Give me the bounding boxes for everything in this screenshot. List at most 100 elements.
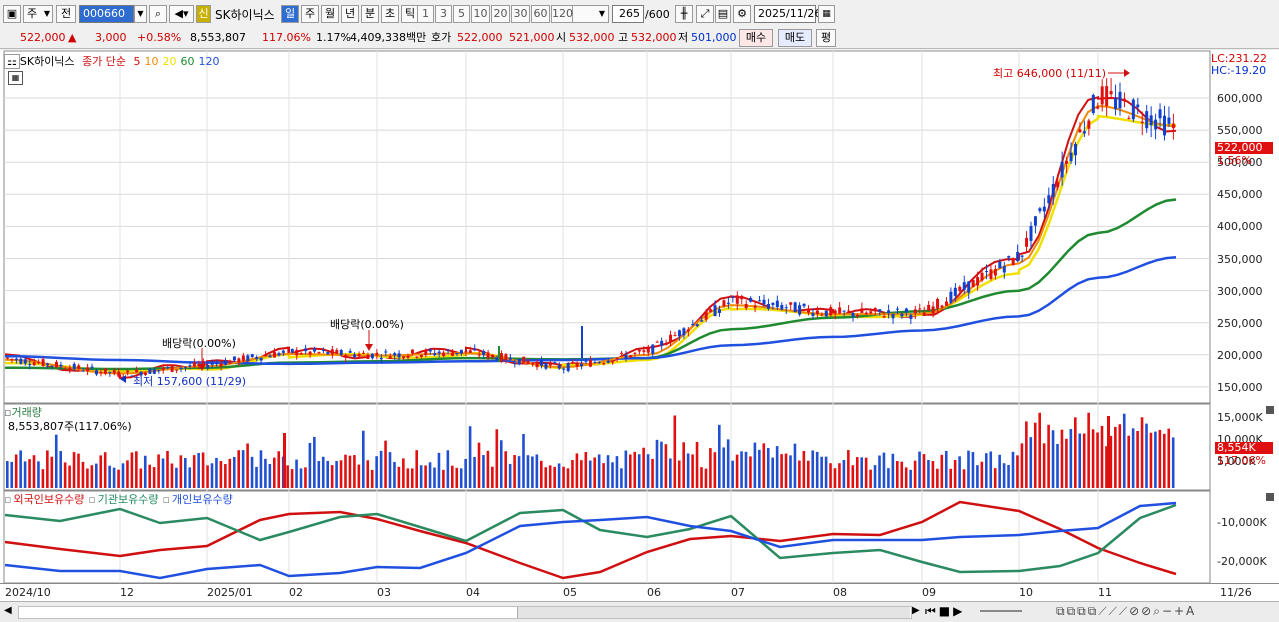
volume-bar — [1114, 426, 1117, 488]
candle-body — [1127, 117, 1131, 119]
volume-bar — [695, 441, 699, 488]
candle-icon[interactable]: ╫ — [675, 5, 693, 23]
grid-toggle-icon[interactable]: ▦ — [8, 71, 23, 85]
chevron-down-icon[interactable]: ▼ — [134, 5, 147, 23]
volume-bar — [976, 465, 979, 488]
volume-bar — [887, 468, 890, 488]
candle-body — [824, 310, 828, 317]
volume-bar — [913, 460, 917, 488]
period-button-6[interactable]: 초 — [381, 5, 399, 23]
candle-body — [593, 362, 597, 364]
volume-bar — [241, 450, 245, 488]
interval-button-1[interactable]: 1 — [417, 5, 434, 23]
candle-body — [820, 314, 824, 316]
candle-body — [642, 350, 646, 352]
volume-bar — [780, 454, 783, 488]
candle-body — [59, 364, 63, 367]
volume-bar — [179, 455, 183, 488]
pane-icon: ▫ — [4, 493, 12, 506]
x-axis-label: 03 — [377, 586, 391, 599]
volume-bar — [81, 461, 85, 488]
save-icon[interactable]: ▤ — [715, 5, 731, 23]
volume-bar — [851, 465, 855, 488]
volume-bar — [606, 455, 610, 488]
volume-bar — [646, 454, 650, 488]
candle-body — [41, 359, 45, 366]
scroll-track[interactable] — [18, 606, 912, 619]
volume-bar — [344, 454, 347, 488]
volume-bar — [446, 450, 450, 488]
zoom-slider[interactable] — [980, 610, 1022, 612]
chart-settings-icon[interactable]: ⚏ — [4, 54, 20, 69]
period-button-1[interactable]: 일 — [281, 5, 299, 23]
candle-body — [486, 352, 490, 359]
interval-button-60[interactable]: 60 — [531, 5, 550, 23]
interval-button-30[interactable]: 30 — [511, 5, 530, 23]
volume-bar — [900, 461, 904, 488]
scroll-right-icon[interactable]: ▶ — [912, 605, 920, 616]
volume-bar — [749, 456, 752, 488]
candle-body — [896, 308, 899, 310]
volume-bar — [526, 455, 530, 488]
calendar-icon[interactable]: ▦ — [818, 5, 835, 23]
volume-bar — [958, 456, 961, 488]
volume-bar — [117, 469, 120, 488]
candle-body — [1154, 119, 1158, 130]
volume-bar — [842, 459, 846, 488]
interval-button-120[interactable]: 120 — [551, 5, 573, 23]
high-label: 고 — [618, 31, 629, 44]
volume-bar — [126, 460, 129, 488]
pane-close-icon[interactable] — [1266, 406, 1274, 414]
search-icon[interactable]: ⌕ — [149, 5, 167, 23]
interval-select[interactable]: ▼ — [571, 5, 609, 23]
count-input[interactable]: 265 — [612, 5, 644, 23]
candle-body — [1065, 160, 1069, 164]
eval-button[interactable]: 평 — [816, 29, 836, 47]
candle-body — [544, 362, 548, 369]
candle-body — [28, 364, 32, 366]
stock-code-input[interactable]: 000660 — [79, 5, 134, 23]
chart-area[interactable]: ⚏ SK하이닉스 종가 단순 5 10 20 60 120 ▦ LC:231.22 HC:… — [0, 50, 1279, 602]
period-button-2[interactable]: 주 — [301, 5, 319, 23]
draw-icon[interactable]: ⤢ — [696, 5, 714, 23]
buy-button[interactable]: 매수 — [739, 29, 773, 47]
volume-bar — [366, 460, 370, 488]
scroll-left-icon[interactable]: ◀ — [4, 605, 12, 616]
candle-body — [548, 363, 552, 366]
candle-body — [637, 350, 641, 352]
volume-bar — [704, 468, 708, 488]
pane-close-icon[interactable] — [1266, 493, 1274, 501]
candle-body — [976, 277, 980, 286]
volume-bar — [1167, 428, 1171, 488]
volume-bar — [611, 462, 614, 488]
gear-icon[interactable]: ⚙ — [733, 5, 751, 23]
volume-bar — [304, 467, 307, 488]
period-button-4[interactable]: 년 — [341, 5, 359, 23]
window-icon[interactable]: ▣ — [3, 5, 21, 23]
interval-button-3[interactable]: 3 — [435, 5, 452, 23]
volume-bar — [1078, 433, 1082, 488]
playback-controls[interactable]: ⏮■▶ — [925, 604, 966, 618]
candle-body — [459, 349, 463, 354]
holding-legend: ▫ 외국인보유수량 ▫ 기관보유수량 ▫ 개인보유수량 — [4, 491, 237, 507]
interval-button-5[interactable]: 5 — [453, 5, 470, 23]
interval-button-10[interactable]: 10 — [471, 5, 490, 23]
date-input[interactable]: 2025/11/26 — [754, 5, 821, 23]
price-y-label: 200,000 — [1217, 348, 1263, 362]
chart-canvas[interactable] — [0, 50, 1279, 583]
volume-bar — [14, 454, 18, 488]
period-button-5[interactable]: 분 — [361, 5, 379, 23]
prev-button[interactable]: 전 — [56, 5, 76, 23]
speaker-icon[interactable]: ◀▾ — [169, 5, 194, 23]
high-annotation: 최고 646,000 (11/11) — [993, 67, 1107, 80]
period-select[interactable]: 주 ▼ — [23, 5, 53, 23]
interval-button-20[interactable]: 20 — [491, 5, 510, 23]
candle-body — [517, 358, 521, 365]
period-button-3[interactable]: 월 — [321, 5, 339, 23]
candle-body — [170, 365, 174, 372]
candle-body — [335, 350, 339, 354]
sell-button[interactable]: 매도 — [778, 29, 812, 47]
tool-icons[interactable]: ⧉⧉⧉⧉⟋⟋⟋⊘⊘⌕−+A — [1056, 604, 1197, 618]
scroll-thumb[interactable] — [517, 607, 910, 618]
volume-bar — [283, 433, 286, 488]
